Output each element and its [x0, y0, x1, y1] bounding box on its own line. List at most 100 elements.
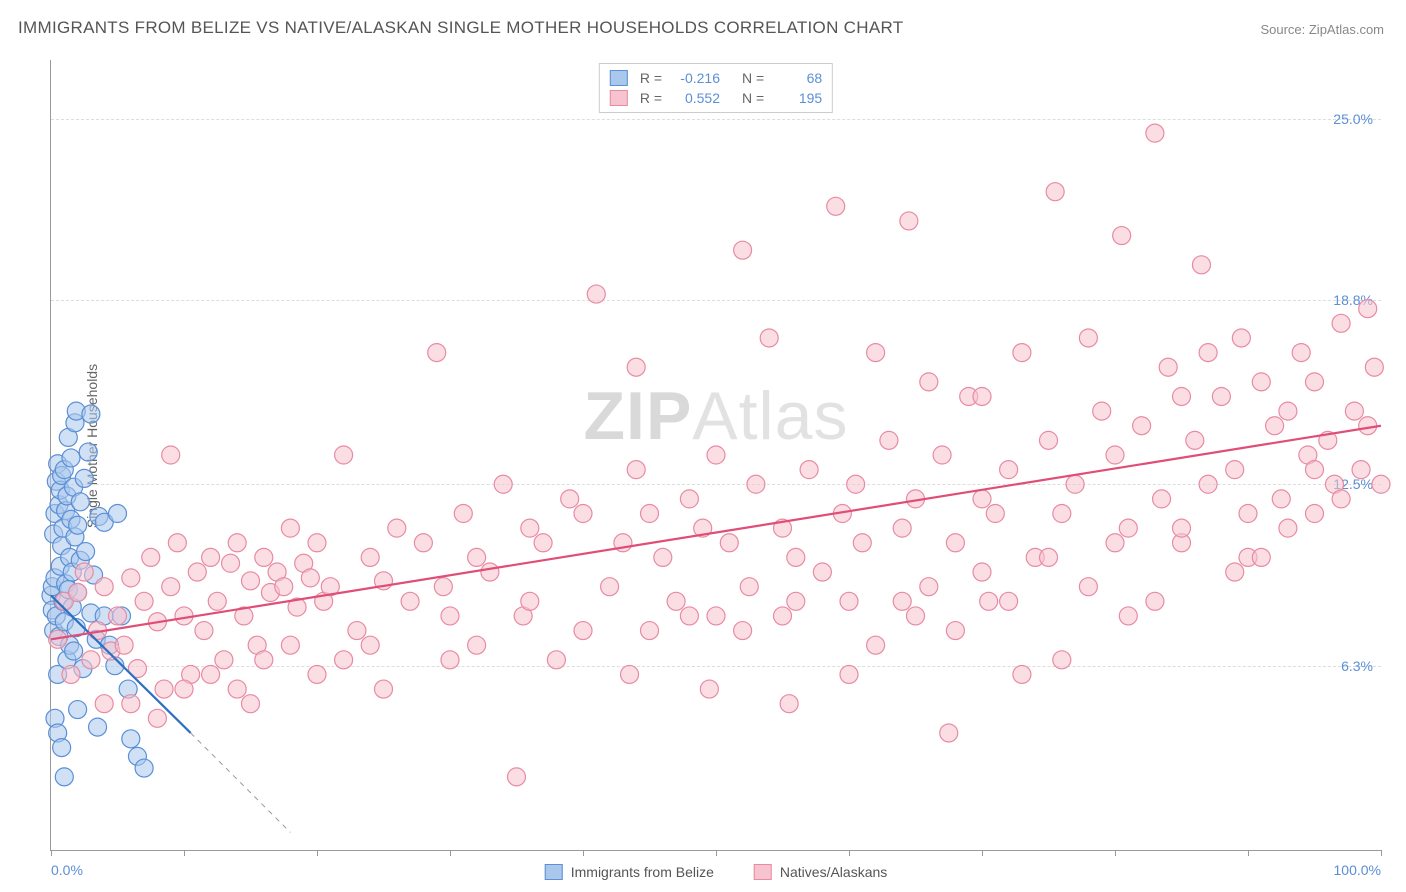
- data-point: [641, 505, 659, 523]
- data-point: [734, 241, 752, 259]
- data-point: [1040, 548, 1058, 566]
- legend-swatch-blue: [610, 70, 628, 86]
- data-point: [281, 519, 299, 537]
- chart-title: IMMIGRANTS FROM BELIZE VS NATIVE/ALASKAN…: [18, 18, 903, 38]
- data-point: [109, 607, 127, 625]
- data-point: [534, 534, 552, 552]
- data-point: [933, 446, 951, 464]
- data-point: [122, 695, 140, 713]
- data-point: [880, 431, 898, 449]
- data-point: [375, 680, 393, 698]
- data-point: [1106, 446, 1124, 464]
- r-value-blue: -0.216: [670, 68, 720, 88]
- data-point: [75, 563, 93, 581]
- data-point: [907, 607, 925, 625]
- data-point: [1186, 431, 1204, 449]
- data-point: [1053, 651, 1071, 669]
- data-point: [654, 548, 672, 566]
- data-point: [521, 592, 539, 610]
- data-point: [215, 651, 233, 669]
- data-point: [561, 490, 579, 508]
- data-point: [1365, 358, 1383, 376]
- data-point: [1359, 300, 1377, 318]
- data-point: [986, 505, 1004, 523]
- data-point: [1226, 461, 1244, 479]
- data-point: [281, 636, 299, 654]
- r-label: R =: [640, 68, 662, 88]
- data-point: [208, 592, 226, 610]
- data-point: [255, 651, 273, 669]
- data-point: [1279, 402, 1297, 420]
- data-point: [428, 344, 446, 362]
- data-point: [1372, 475, 1390, 493]
- data-point: [1199, 344, 1217, 362]
- source-attribution: Source: ZipAtlas.com: [1260, 22, 1384, 37]
- data-point: [122, 730, 140, 748]
- data-point: [1173, 387, 1191, 405]
- data-point: [441, 607, 459, 625]
- data-point: [95, 695, 113, 713]
- n-value-blue: 68: [772, 68, 822, 88]
- data-point: [301, 569, 319, 587]
- data-point: [335, 446, 353, 464]
- data-point: [1352, 461, 1370, 479]
- data-point: [175, 680, 193, 698]
- data-point: [361, 636, 379, 654]
- data-point: [1113, 227, 1131, 245]
- data-point: [109, 505, 127, 523]
- data-point: [1173, 519, 1191, 537]
- data-point: [621, 665, 639, 683]
- data-point: [893, 592, 911, 610]
- data-point: [627, 358, 645, 376]
- data-point: [774, 607, 792, 625]
- data-point: [242, 572, 260, 590]
- data-point: [800, 461, 818, 479]
- data-point: [867, 344, 885, 362]
- data-point: [1000, 592, 1018, 610]
- data-point: [787, 548, 805, 566]
- legend-row-pink: R = 0.552 N = 195: [610, 88, 822, 108]
- data-point: [1252, 373, 1270, 391]
- data-point: [202, 665, 220, 683]
- data-point: [1159, 358, 1177, 376]
- data-point: [468, 548, 486, 566]
- data-point: [574, 505, 592, 523]
- data-point: [1306, 505, 1324, 523]
- data-point: [401, 592, 419, 610]
- data-point: [1226, 563, 1244, 581]
- legend-label-pink: Natives/Alaskans: [780, 864, 887, 880]
- data-point: [388, 519, 406, 537]
- data-point: [1000, 461, 1018, 479]
- data-point: [740, 578, 758, 596]
- data-point: [940, 724, 958, 742]
- data-point: [1106, 534, 1124, 552]
- data-point: [920, 373, 938, 391]
- data-point: [242, 695, 260, 713]
- data-point: [680, 490, 698, 508]
- r-label: R =: [640, 88, 662, 108]
- data-point: [1133, 417, 1151, 435]
- data-point: [1232, 329, 1250, 347]
- data-point: [69, 584, 87, 602]
- data-point: [747, 475, 765, 493]
- data-point: [1066, 475, 1084, 493]
- data-point: [228, 680, 246, 698]
- data-point: [1153, 490, 1171, 508]
- correlation-legend: R = -0.216 N = 68 R = 0.552 N = 195: [599, 63, 833, 113]
- data-point: [1332, 314, 1350, 332]
- data-point: [53, 739, 71, 757]
- data-point: [162, 578, 180, 596]
- legend-item-pink: Natives/Alaskans: [754, 864, 887, 880]
- data-point: [188, 563, 206, 581]
- data-point: [853, 534, 871, 552]
- data-point: [414, 534, 432, 552]
- data-point: [920, 578, 938, 596]
- data-point: [734, 622, 752, 640]
- data-point: [361, 548, 379, 566]
- data-point: [1079, 578, 1097, 596]
- data-point: [1279, 519, 1297, 537]
- data-point: [95, 578, 113, 596]
- data-point: [55, 768, 73, 786]
- data-point: [122, 569, 140, 587]
- data-point: [348, 622, 366, 640]
